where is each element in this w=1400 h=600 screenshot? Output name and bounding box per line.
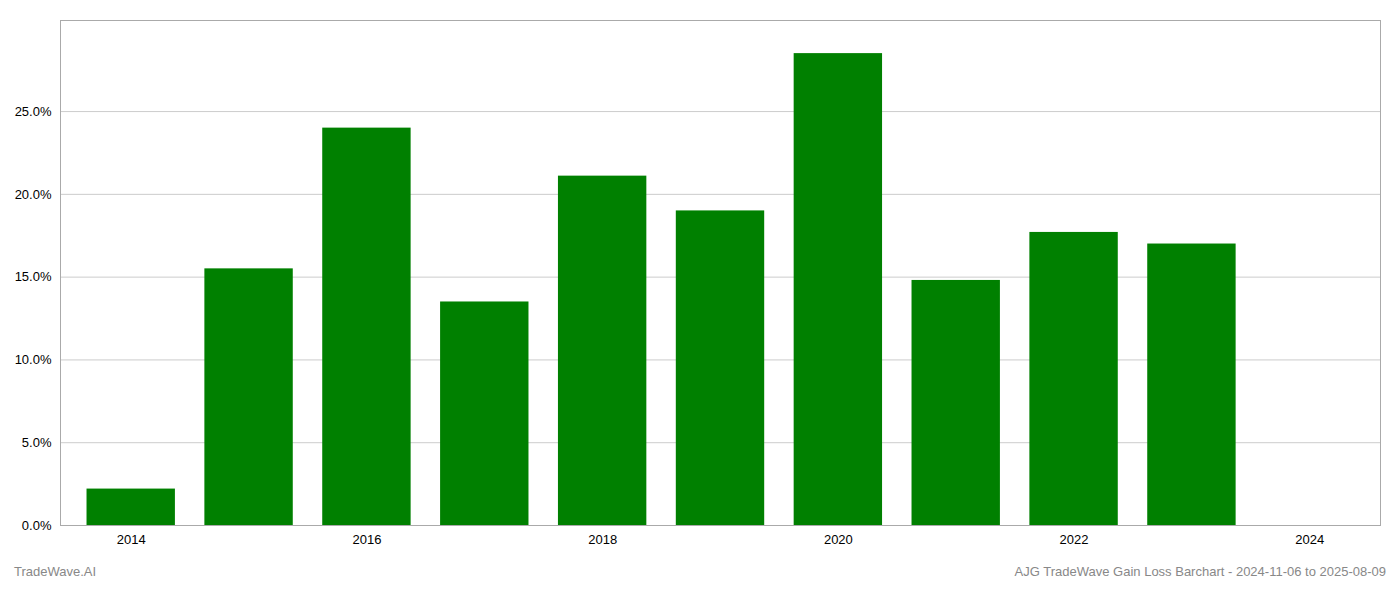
svg-text:2018: 2018 [588, 532, 617, 547]
svg-text:15.0%: 15.0% [15, 269, 52, 284]
svg-text:2024: 2024 [1295, 532, 1324, 547]
svg-text:2020: 2020 [824, 532, 853, 547]
svg-text:2022: 2022 [1060, 532, 1089, 547]
html-text:TradeWave.AI: TradeWave.AI [14, 564, 97, 579]
svg-text:5.0%: 5.0% [22, 435, 52, 450]
svg-text:2014: 2014 [117, 532, 146, 547]
svg-text:20.0%: 20.0% [15, 187, 52, 202]
html-text:AJG TradeWave Gain Loss Barcha: AJG TradeWave Gain Loss Barchart - 2024-… [1014, 564, 1386, 579]
svg-text:10.0%: 10.0% [15, 352, 52, 367]
svg-text:2016: 2016 [352, 532, 381, 547]
svg-text:0.0%: 0.0% [22, 518, 52, 533]
svg-text:25.0%: 25.0% [15, 104, 52, 119]
